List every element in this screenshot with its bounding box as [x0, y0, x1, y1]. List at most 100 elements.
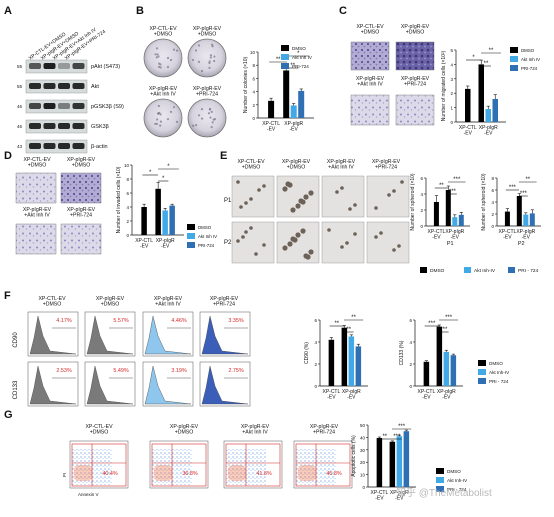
spheroid	[241, 235, 245, 239]
bar-0	[433, 202, 439, 226]
condition-label-ctl_dmso: XP-CTL-EV +DMSO	[23, 157, 51, 168]
apoptotic-percent: 36.8%	[182, 471, 197, 477]
colony-dot	[211, 121, 214, 124]
sig-marker: ***	[509, 185, 517, 191]
spheroid	[340, 245, 344, 249]
invasion-image	[15, 223, 57, 255]
colony-dot	[166, 118, 170, 121]
condition-label-pigr_akt: XP-pIgR-EV +Akt Inh IV	[241, 424, 270, 435]
bar-0	[436, 326, 443, 386]
colony-dot	[209, 54, 213, 57]
colony-dot	[211, 45, 214, 48]
colony-dot	[208, 61, 211, 65]
bar-0	[283, 70, 290, 118]
spheroid	[282, 245, 288, 251]
group-label-ctl: XP-CTL -EV	[499, 229, 517, 240]
sig-marker: ***	[393, 434, 401, 440]
y-axis-title: CD133 (%)	[399, 340, 405, 365]
migration-image	[350, 94, 390, 126]
blot-band	[29, 143, 41, 149]
panel-letter-f: F	[4, 290, 11, 302]
y-axis-title: Number of spheroid (×10)	[410, 173, 416, 230]
legend-label: Akt Inh IV	[198, 234, 217, 239]
condition-label-pigr_dmso: XP-pIgR-EV +DMSO	[96, 296, 125, 307]
gate-percent: 3.35%	[228, 318, 243, 324]
y-axis-title: Number of invaded cells (×10)	[116, 166, 122, 233]
y-tick-label: 10	[360, 473, 366, 478]
panel-letter-g: G	[4, 409, 13, 421]
legend-c: DMSO Akt Inh IV PRI-724	[510, 47, 540, 71]
colony-dot	[207, 112, 211, 115]
spheroid	[257, 188, 261, 192]
blot-band	[29, 63, 41, 69]
spheroid	[353, 203, 357, 207]
bar-2	[298, 90, 305, 118]
colony-dot	[157, 104, 160, 108]
sig-marker: **	[439, 183, 444, 189]
spheroid	[298, 198, 304, 204]
legend-label: Akt Inh IV	[292, 55, 313, 60]
panel-letter-d: D	[4, 150, 12, 162]
spheroid	[348, 207, 352, 211]
spheroid	[353, 232, 357, 236]
scatter-core	[74, 465, 92, 481]
colony-dot	[208, 108, 212, 111]
colony-dot	[192, 124, 195, 127]
flow-histogram	[201, 315, 249, 355]
colony-dot	[157, 65, 161, 69]
colony-dot	[175, 120, 179, 123]
legend-d: DMSO Akt Inh IV PRI-724	[187, 224, 217, 248]
bar-1	[348, 336, 355, 386]
y-tick-label: 6	[126, 191, 129, 196]
watermark: 知乎 @TheMetabolist	[396, 486, 492, 499]
y-tick-label: 40	[360, 435, 366, 440]
row-label-p1: P1	[224, 198, 232, 204]
blot-band	[72, 63, 85, 69]
bar-1	[485, 109, 491, 122]
bar-0	[516, 196, 522, 226]
group-label-pigr: XP-pIgR -EV	[390, 490, 409, 501]
legend-swatch	[187, 233, 195, 239]
spheroid	[340, 186, 344, 190]
quadrant-box	[295, 443, 351, 487]
y-tick-label: 20	[360, 460, 366, 465]
group-label-pigr: XP-pIgR -EV	[445, 229, 464, 240]
sig-marker: *	[149, 170, 152, 176]
blot-band	[43, 143, 56, 149]
colony-dot	[209, 56, 212, 59]
group-label-ctl: XP-CTL -EV	[459, 125, 477, 136]
colony-dot	[169, 58, 173, 62]
spheroid	[285, 181, 291, 187]
y-axis-title: Number of migrated cells (×10²)	[441, 50, 447, 121]
spheroid	[392, 189, 396, 193]
legend-swatch	[510, 65, 518, 71]
y-tick-label: 4	[252, 90, 255, 95]
spheroid	[308, 190, 314, 196]
bar-0	[155, 188, 161, 235]
quadrant-box	[151, 443, 207, 487]
condition-label-pigr_pri: XP-pIgR-EV +PRI-724	[210, 296, 239, 307]
colony-dish	[143, 38, 183, 78]
blot-band	[58, 123, 70, 129]
legend-swatch	[436, 468, 444, 474]
spheroid	[308, 249, 314, 255]
gate-percent: 2.75%	[228, 368, 243, 374]
spheroid	[400, 180, 404, 184]
panel-letter-a: A	[4, 5, 12, 17]
colony-dot	[197, 60, 201, 63]
y-tick-label: 6	[409, 318, 412, 323]
group-label-pigr: XP-pIgR -EV	[516, 229, 535, 240]
gate-percent: 4.17%	[56, 318, 71, 324]
colony-dot	[197, 44, 201, 47]
condition-label-pigr_dmso: XP-pIgR-EV +DMSO	[193, 26, 222, 37]
spheroid	[303, 194, 309, 200]
legend-b: DMSO Akt Inh IV PRI-724	[281, 45, 313, 69]
blot-band	[43, 123, 56, 129]
colony-dot	[159, 113, 162, 116]
colony-dot	[169, 110, 173, 113]
y-tick-label: 1	[450, 106, 453, 111]
band-label: pAkt (S473)	[91, 64, 120, 70]
